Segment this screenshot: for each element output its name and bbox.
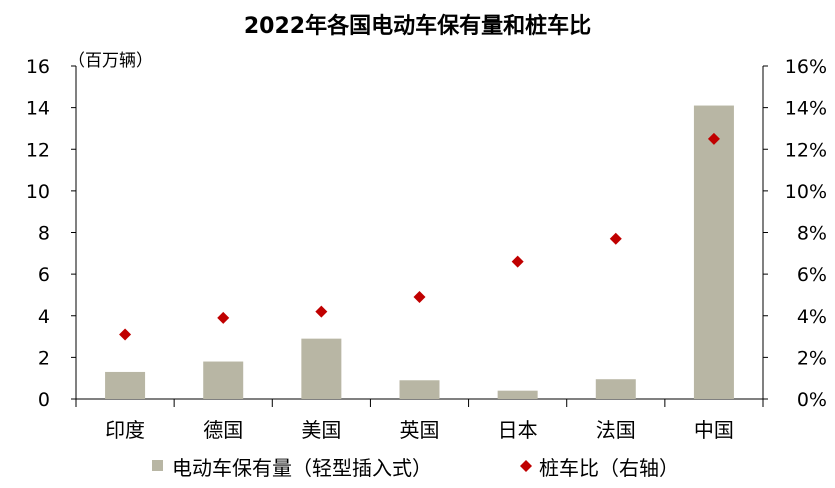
unit-label: （百万辆） (68, 51, 153, 71)
left-tick-label: 10 (26, 181, 50, 203)
bar (693, 105, 734, 399)
category-label: 德国 (203, 418, 243, 442)
bar (105, 371, 146, 399)
legend-label-ratio: 桩车比（右轴） (539, 456, 679, 480)
right-tick-label: 14% (785, 98, 827, 120)
right-tick-label: 10% (785, 181, 827, 203)
ratio-point (609, 232, 622, 245)
right-tick-label: 0% (797, 389, 827, 411)
left-tick-label: 14 (26, 98, 50, 120)
right-tick-label: 8% (797, 223, 827, 245)
left-tick-label: 8 (38, 223, 50, 245)
legend-swatch-ratio (520, 460, 532, 472)
category-label: 中国 (694, 418, 734, 442)
right-tick-label: 6% (797, 264, 827, 286)
category-label: 日本 (498, 418, 538, 442)
ratio-point (707, 132, 720, 145)
bar (595, 379, 636, 399)
legend-swatch-bar (152, 460, 163, 471)
left-tick-label: 12 (26, 139, 50, 161)
legend-label-bar: 电动车保有量（轻型插入式） (172, 456, 432, 480)
right-tick-label: 12% (785, 139, 827, 161)
right-tick-label: 2% (797, 347, 827, 369)
ratio-point (217, 311, 230, 324)
bar (399, 380, 440, 399)
ratio-point (119, 328, 132, 341)
ratio-point (315, 305, 328, 318)
left-tick-label: 2 (38, 347, 50, 369)
chart-title: 2022年各国电动车保有量和桩车比 (243, 14, 592, 39)
right-tick-label: 16% (785, 56, 827, 78)
ratio-point (413, 291, 426, 304)
left-tick-label: 6 (38, 264, 50, 286)
category-label: 印度 (105, 418, 145, 442)
left-tick-label: 4 (38, 306, 50, 328)
left-tick-label: 0 (38, 389, 50, 411)
left-tick-label: 16 (26, 56, 50, 78)
category-label: 法国 (596, 418, 636, 442)
right-tick-label: 4% (797, 306, 827, 328)
ratio-point (511, 255, 524, 268)
bar (203, 361, 244, 399)
bar (497, 390, 538, 399)
category-label: 英国 (400, 418, 440, 442)
bar (301, 338, 342, 399)
category-label: 美国 (301, 418, 341, 442)
